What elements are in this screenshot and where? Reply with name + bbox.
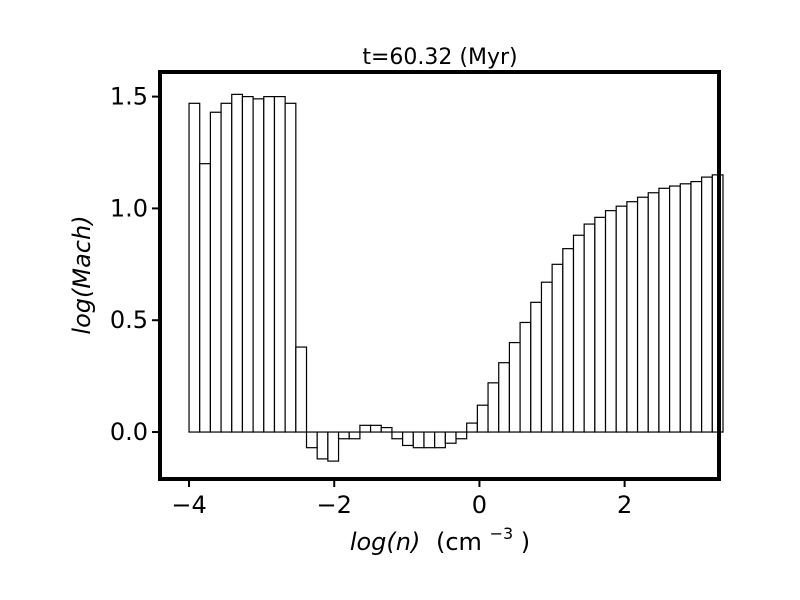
histogram-bar xyxy=(434,431,446,449)
histogram-bar xyxy=(284,102,297,433)
bars-group xyxy=(188,93,724,462)
y-tick-label: 1.0 xyxy=(110,194,148,222)
histogram-bar xyxy=(444,431,457,444)
histogram-bar xyxy=(348,431,361,440)
histogram-bar xyxy=(359,424,372,433)
histogram-bar xyxy=(316,431,329,460)
y-axis-ticks: 0.0 0.5 1.0 1.5 xyxy=(110,83,160,446)
x-axis-title: log(n) (cm −3 ) xyxy=(350,517,530,556)
histogram-bar xyxy=(209,111,222,433)
histogram-bar xyxy=(402,431,414,447)
histogram-bar xyxy=(679,183,692,433)
histogram-bar xyxy=(199,163,212,433)
histogram-bar xyxy=(508,341,521,433)
x-tick-label: −2 xyxy=(317,491,352,519)
y-tick-label: 0.5 xyxy=(110,306,148,334)
histogram-bar xyxy=(327,431,340,462)
histogram-bar xyxy=(604,210,617,433)
histogram-bar xyxy=(626,201,639,433)
histogram-bar xyxy=(572,234,585,433)
histogram-bar xyxy=(540,281,553,433)
x-axis-ticks: −4 −2 0 2 xyxy=(171,479,632,519)
x-tick-label: 2 xyxy=(617,491,632,519)
histogram-bar xyxy=(231,93,244,433)
x-tick-label: −4 xyxy=(171,491,206,519)
histogram-bar xyxy=(337,431,350,440)
histogram-bar xyxy=(498,362,511,433)
histogram-bar xyxy=(690,180,703,433)
histogram-bar xyxy=(551,263,564,433)
chart-title: t=60.32 (Myr) xyxy=(362,45,517,70)
histogram-bar xyxy=(594,216,607,433)
histogram-bar xyxy=(380,426,393,433)
histogram-bar xyxy=(668,185,681,433)
y-tick-label: 1.5 xyxy=(110,83,148,111)
histogram-bar xyxy=(263,95,276,433)
histogram-bar xyxy=(636,196,649,433)
x-axis-unit: (cm xyxy=(436,528,482,556)
plot-frame xyxy=(158,70,721,481)
histogram-bar xyxy=(455,431,468,440)
histogram-bar xyxy=(583,223,596,433)
histogram-bar xyxy=(701,176,713,433)
histogram-bar xyxy=(487,382,500,433)
histogram-bar xyxy=(273,95,286,433)
histogram-bar xyxy=(241,95,254,433)
histogram-bar xyxy=(252,98,265,433)
histogram-bar xyxy=(412,431,425,449)
histogram-bar xyxy=(369,424,382,433)
histogram-bar xyxy=(305,431,318,449)
x-axis-unit-close: ) xyxy=(521,528,530,556)
histogram-bar xyxy=(423,431,436,449)
histogram-bar xyxy=(519,321,532,433)
histogram-bar xyxy=(658,187,671,433)
histogram-bar xyxy=(615,205,628,433)
y-tick-label: 0.0 xyxy=(110,418,148,446)
x-axis-unit-exponent: −3 xyxy=(490,524,514,543)
histogram-bar xyxy=(562,248,575,433)
histogram-bar xyxy=(466,422,478,433)
x-tick-label: 0 xyxy=(472,491,487,519)
histogram-bar xyxy=(391,431,404,440)
y-axis-title: log(Mach) xyxy=(68,215,96,334)
histogram-bar xyxy=(220,102,233,433)
histogram-bar xyxy=(530,301,543,433)
histogram-bar xyxy=(476,404,489,433)
x-axis-variable: log(n) xyxy=(350,528,421,556)
histogram-bar xyxy=(295,346,308,433)
histogram-bar xyxy=(188,102,201,433)
histogram-bar xyxy=(647,192,660,433)
